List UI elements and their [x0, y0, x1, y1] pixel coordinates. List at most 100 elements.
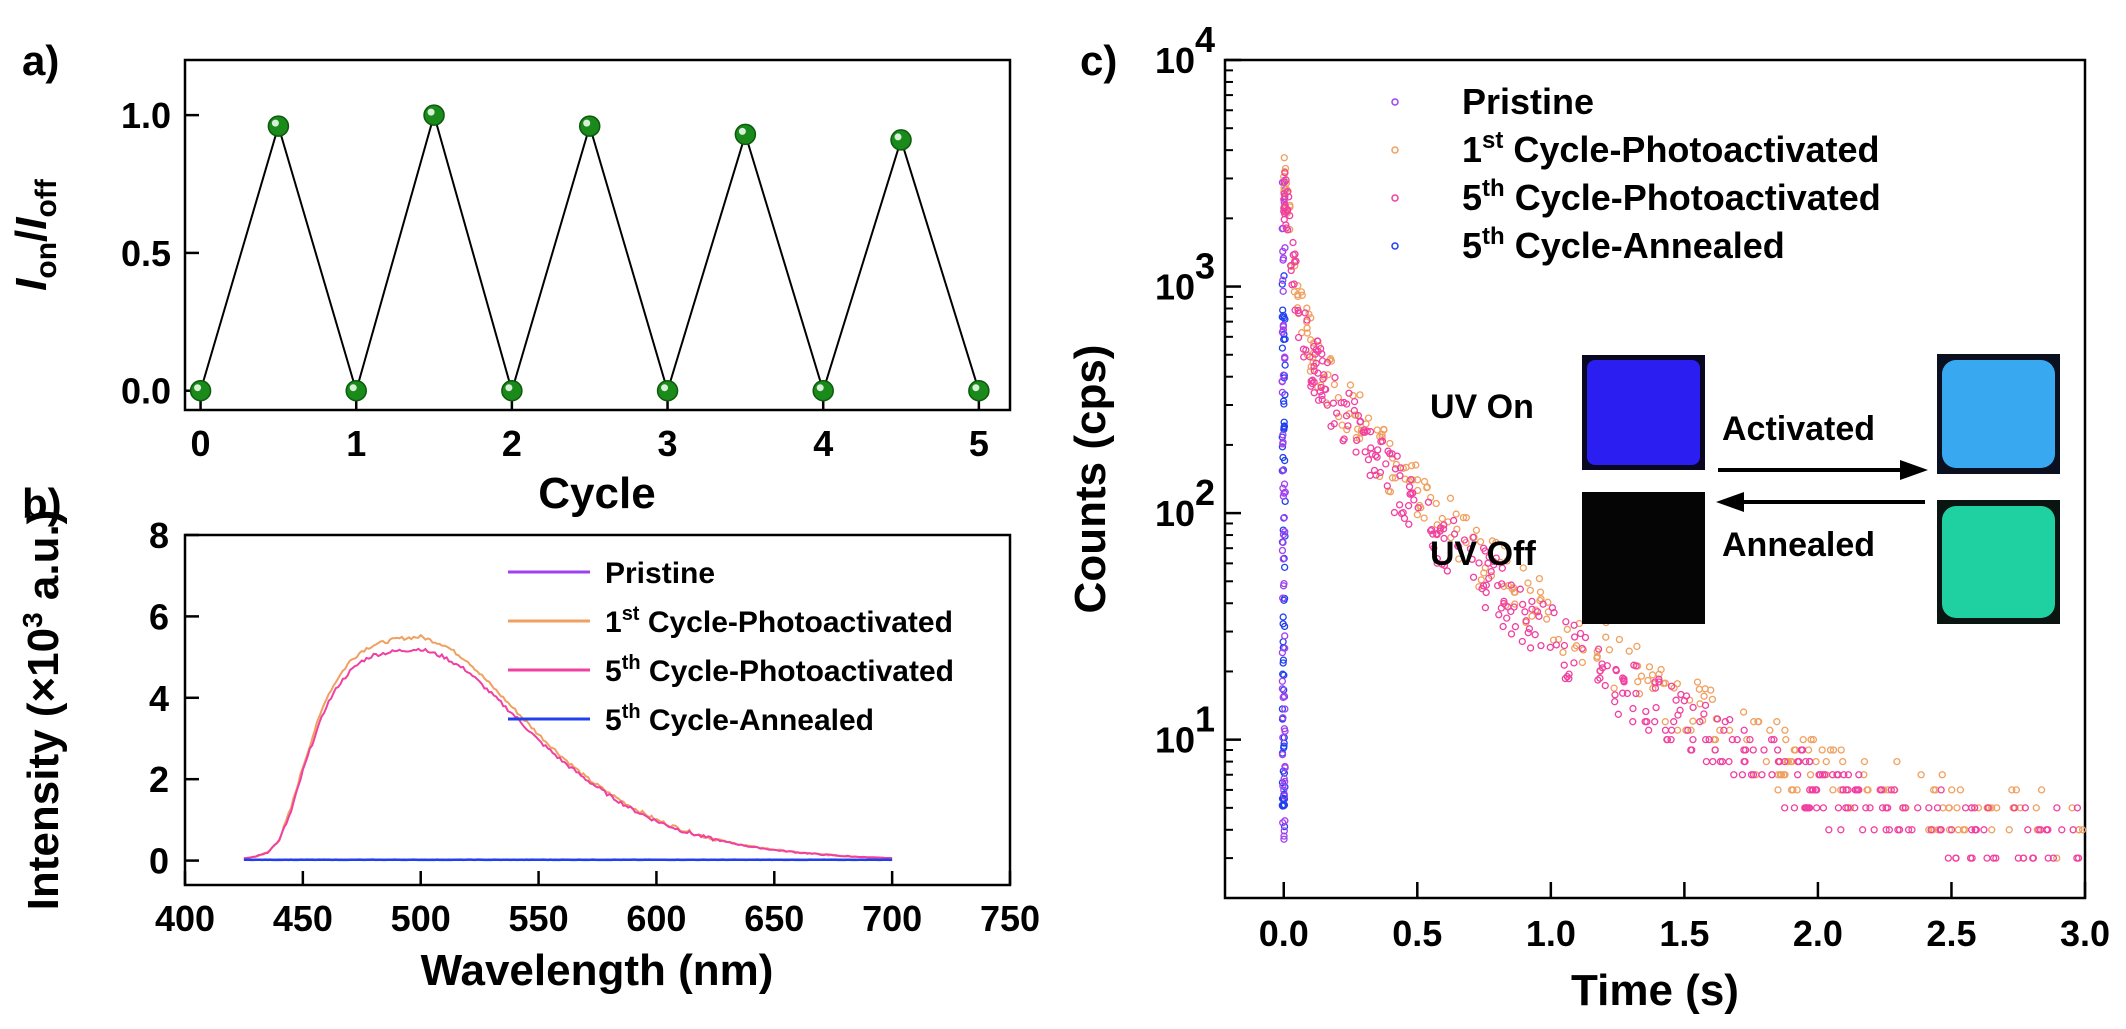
- panel-c-point: [1634, 678, 1642, 686]
- panel-c-point: [1834, 804, 1843, 812]
- panel-c-point: [1278, 685, 1287, 693]
- panel-c-point: [1343, 426, 1351, 434]
- panel-c-point: [1280, 422, 1289, 430]
- panel-c-point: [1487, 567, 1495, 576]
- panel-c-point: [1711, 746, 1719, 754]
- panel-c-point: [1594, 676, 1602, 684]
- panel-c-point: [1279, 659, 1287, 667]
- panel-c-point: [1657, 665, 1665, 674]
- panel-c-point: [1494, 581, 1502, 590]
- panel-c-point: [1890, 786, 1898, 794]
- panel-c-point: [1352, 448, 1360, 456]
- panel-c-point: [1793, 771, 1802, 779]
- panel-c-point: [1670, 718, 1678, 726]
- panel-c-point: [1407, 489, 1415, 497]
- panel-c-point: [1433, 530, 1441, 539]
- panel-c-point: [1629, 718, 1637, 726]
- photo-uv-off: [1582, 492, 1705, 624]
- inset-activated-label: Activated: [1722, 410, 1875, 448]
- panel-c-point: [1684, 726, 1692, 734]
- panel-c-point: [1661, 726, 1670, 734]
- panel-c-letter: c): [1080, 37, 1117, 84]
- panel-c-point: [1725, 757, 1733, 766]
- panel-c-legend-swatch: [1391, 194, 1399, 202]
- panel-c-point: [1536, 588, 1545, 596]
- panel-c-point: [1806, 771, 1815, 779]
- panel-c-point: [1947, 826, 1956, 834]
- panel-c-point: [1702, 757, 1711, 766]
- panel-c-point: [1560, 641, 1569, 650]
- panel-c-point: [1346, 381, 1355, 389]
- panel-c-point: [1469, 533, 1477, 542]
- panel-c-point: [1805, 757, 1814, 766]
- panel-c-point: [1327, 422, 1335, 430]
- panel-c-point: [1524, 629, 1532, 637]
- panel-a-point-highlight: [738, 127, 746, 135]
- panel-c-point: [1482, 581, 1490, 589]
- panel-c-point: [2032, 804, 2040, 812]
- panel-c-point: [1866, 804, 1874, 812]
- panel-c-point: [1793, 786, 1801, 794]
- panel-c-point: [1643, 718, 1651, 726]
- panel-b-frame: [183, 533, 1012, 887]
- panel-c-point: [1320, 371, 1328, 379]
- panel-c-point: [1433, 559, 1441, 567]
- panel-c-point: [1576, 629, 1585, 638]
- panel-c-point: [1354, 425, 1362, 433]
- panel-b-xtick-label: 600: [626, 898, 686, 939]
- panel-c-point: [1784, 757, 1793, 766]
- panel-c-point: [1290, 288, 1298, 296]
- panel-a: a) 0.0 0.5 1.0 0 1 2 3 4 5 Cycle Ion/Ioff: [7, 37, 1012, 518]
- panel-b-xtick-label: 750: [980, 898, 1040, 939]
- panel-c-point: [1561, 674, 1569, 683]
- panel-c-point: [1882, 826, 1890, 834]
- panel-c-point: [1611, 691, 1619, 699]
- panel-c-point: [1280, 835, 1288, 843]
- panel-c-point: [2078, 826, 2087, 834]
- panel-b-xtick-label: 450: [273, 898, 333, 939]
- panel-c-point: [1281, 335, 1289, 343]
- panel-c-point: [1708, 695, 1717, 704]
- panel-c-point: [2068, 804, 2076, 812]
- panel-c-point: [1516, 585, 1524, 593]
- panel-c-point: [1297, 288, 1306, 296]
- panel-c-point: [2008, 786, 2016, 794]
- panel-c-point: [1612, 667, 1620, 675]
- panel-c-point: [1755, 718, 1763, 726]
- panel-c-point: [1758, 771, 1766, 779]
- panel-c-point: [1281, 361, 1289, 369]
- panel-c-point: [1279, 620, 1287, 628]
- panel-c-point: [1500, 597, 1508, 605]
- panel-c-point: [1825, 826, 1833, 834]
- panel-c-point: [1280, 400, 1288, 408]
- panel-c-point: [1280, 489, 1288, 497]
- panel-c-point: [1407, 476, 1415, 484]
- panel-c-point: [1436, 524, 1445, 532]
- panel-c-point: [1278, 280, 1286, 288]
- panel-b-series-lines: [243, 633, 893, 862]
- panel-a-xlabel: Cycle: [538, 469, 655, 518]
- panel-c-point: [1428, 525, 1436, 534]
- panel-b-y-ticks: 0 2 4 6 8: [149, 515, 199, 882]
- panel-c-point: [1809, 735, 1818, 744]
- panel-c-xlabel: Time (s): [1571, 966, 1739, 1015]
- panel-a-point-highlight: [194, 384, 202, 392]
- panel-c-point: [2010, 804, 2018, 812]
- panel-c-point: [1702, 735, 1710, 744]
- panel-c-point: [1497, 604, 1505, 612]
- panel-c-point: [1294, 282, 1302, 290]
- panel-c-point: [1300, 353, 1308, 361]
- panel-c-point: [1700, 710, 1708, 718]
- panel-c-point: [1807, 735, 1815, 744]
- panel-c-point: [1503, 614, 1511, 622]
- panel-c-point: [1894, 826, 1902, 834]
- panel-c-point: [1770, 735, 1778, 744]
- panel-c-ytick-label: 10: [1155, 720, 1195, 761]
- panel-c-point: [1281, 632, 1289, 640]
- panel-c-point: [1526, 586, 1534, 595]
- panel-a-xtick-label: 1: [346, 423, 366, 464]
- panel-c-point: [1303, 324, 1311, 332]
- panel-b-ylabel-text: Intensity (×103 a.u.): [17, 510, 68, 911]
- panel-a-point-highlight: [427, 108, 435, 116]
